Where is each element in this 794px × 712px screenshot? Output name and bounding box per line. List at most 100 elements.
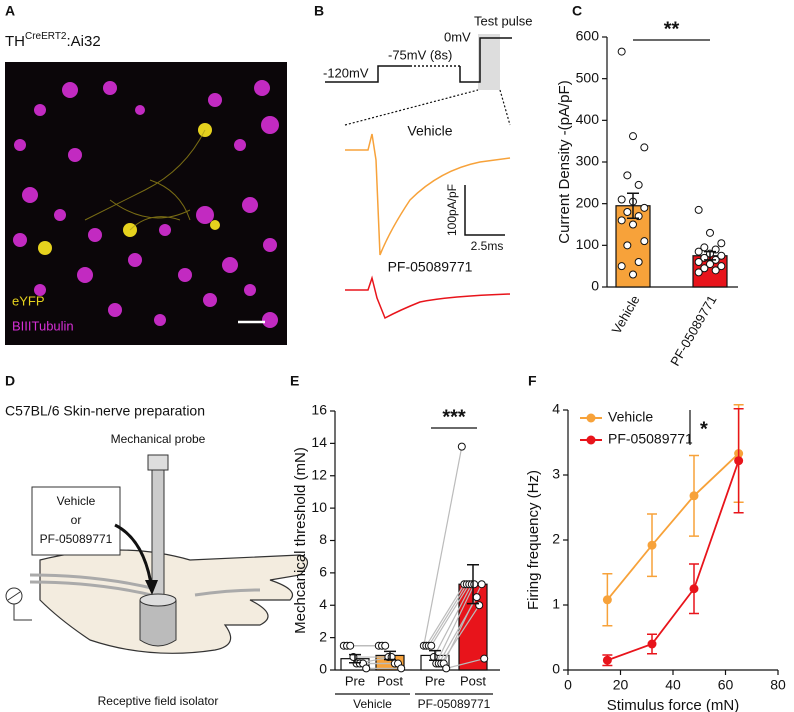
legend-label: PF-05089771 bbox=[608, 431, 693, 447]
data-point bbox=[429, 653, 438, 662]
error-bar bbox=[349, 653, 361, 664]
error-bar bbox=[467, 564, 479, 605]
data-point bbox=[623, 171, 632, 180]
data-point bbox=[617, 262, 626, 271]
x-tick-label: Post bbox=[377, 673, 403, 688]
title-suffix: :Ai32 bbox=[67, 33, 101, 50]
data-point bbox=[734, 456, 744, 466]
data-point bbox=[457, 442, 466, 451]
data-point bbox=[689, 584, 699, 594]
y-tick-label: 500 bbox=[576, 69, 600, 85]
y-tick-label: 0 bbox=[591, 278, 599, 294]
y-axis-label: Firing frequency (Hz) bbox=[525, 470, 542, 610]
panel-a-title: THCreERT2:Ai32 bbox=[5, 31, 101, 50]
series-line bbox=[606, 452, 740, 601]
data-point bbox=[346, 641, 355, 650]
legend-tubulin: BIIITubulin bbox=[12, 318, 74, 333]
x-tick-label: Post bbox=[460, 673, 486, 688]
v75-label: -75mV (8s) bbox=[388, 47, 452, 62]
y-tick-label: 1 bbox=[552, 596, 560, 612]
panel-d-title: C57BL/6 Skin-nerve preparation bbox=[5, 403, 205, 419]
data-point bbox=[617, 216, 626, 225]
scale-bar bbox=[464, 185, 505, 236]
legend-label: Vehicle bbox=[608, 409, 653, 425]
data-point bbox=[623, 241, 632, 250]
title-sup: CreERT2 bbox=[25, 31, 67, 42]
data-point bbox=[602, 655, 612, 665]
legend-marker bbox=[586, 435, 596, 445]
data-point bbox=[629, 132, 637, 141]
x-tick-label: 0 bbox=[564, 677, 572, 693]
group-label: PF-05089771 bbox=[418, 697, 491, 711]
data-point bbox=[470, 580, 479, 589]
pair-line bbox=[430, 583, 470, 647]
data-point bbox=[694, 258, 703, 266]
panel-label: A bbox=[5, 3, 15, 19]
group-label: Vehicle bbox=[353, 697, 392, 711]
panel-label: B bbox=[314, 3, 324, 19]
x-tick-label: Vehicle bbox=[609, 293, 643, 337]
y-tick-label: 2 bbox=[319, 628, 327, 644]
y-tick-label: 3 bbox=[552, 466, 560, 482]
data-point bbox=[623, 208, 632, 216]
pair-line bbox=[440, 604, 480, 664]
skin-nerve-diagram bbox=[5, 454, 309, 654]
data-point bbox=[717, 262, 726, 271]
v120-label: -120mV bbox=[323, 65, 369, 80]
pf-trace bbox=[345, 275, 511, 320]
data-point bbox=[706, 228, 714, 237]
error-bar bbox=[429, 649, 441, 662]
data-point bbox=[700, 264, 709, 273]
y-tick-label: 4 bbox=[552, 401, 560, 417]
data-point bbox=[602, 595, 612, 605]
trace-label: Vehicle bbox=[407, 123, 452, 139]
data-point bbox=[640, 143, 649, 152]
x-tick-label: 20 bbox=[613, 677, 629, 693]
data-point bbox=[381, 641, 390, 650]
x-axis-label: Stimulus force (mN) bbox=[607, 697, 740, 712]
data-point bbox=[362, 664, 371, 673]
error-bar bbox=[704, 250, 716, 261]
y-tick-label: 400 bbox=[576, 111, 600, 127]
data-point bbox=[442, 664, 451, 673]
title-base: TH bbox=[5, 33, 25, 50]
y-tick-label: 300 bbox=[576, 153, 600, 169]
data-point bbox=[634, 258, 643, 266]
v0-label: 0mV bbox=[444, 29, 471, 44]
data-point bbox=[477, 580, 486, 589]
x-tick-label: PF-05089771 bbox=[667, 293, 719, 369]
data-point bbox=[640, 237, 649, 246]
pair-line bbox=[423, 446, 463, 646]
trace-label: PF-05089771 bbox=[388, 259, 473, 275]
data-point bbox=[634, 180, 643, 189]
y-tick-label: 16 bbox=[311, 402, 327, 418]
x-tick-label: Pre bbox=[345, 673, 365, 688]
y-tick-label: 100 bbox=[576, 236, 600, 252]
micrograph bbox=[5, 62, 287, 345]
y-tick-label: 6 bbox=[319, 564, 327, 580]
drug-label: or bbox=[71, 513, 82, 527]
y-tick-label: 600 bbox=[576, 28, 600, 44]
y-tick-label: 0 bbox=[552, 661, 560, 677]
y-tick-label: 0 bbox=[319, 661, 327, 677]
y-tick-label: 2 bbox=[552, 531, 560, 547]
y-tick-label: 200 bbox=[576, 194, 600, 210]
y-tick-label: 10 bbox=[311, 499, 327, 515]
y-axis-label: Mechcanical threshold (mN) bbox=[292, 447, 309, 634]
x-tick-label: 40 bbox=[665, 677, 681, 693]
probe-label: Mechanical probe bbox=[111, 432, 206, 446]
isolator-label: Receptive field isolator bbox=[98, 694, 219, 708]
data-point bbox=[629, 270, 637, 279]
pair-line bbox=[446, 658, 485, 669]
data-point bbox=[689, 491, 699, 501]
annotation: ** bbox=[664, 18, 680, 40]
data-point bbox=[694, 268, 703, 277]
data-point bbox=[617, 195, 626, 204]
y-tick-label: 12 bbox=[311, 466, 327, 482]
data-point bbox=[711, 266, 720, 275]
data-point bbox=[427, 641, 436, 650]
data-point bbox=[629, 220, 637, 229]
x-tick-label: 60 bbox=[718, 677, 734, 693]
data-point bbox=[717, 251, 726, 260]
drug-label: Vehicle bbox=[57, 494, 96, 508]
